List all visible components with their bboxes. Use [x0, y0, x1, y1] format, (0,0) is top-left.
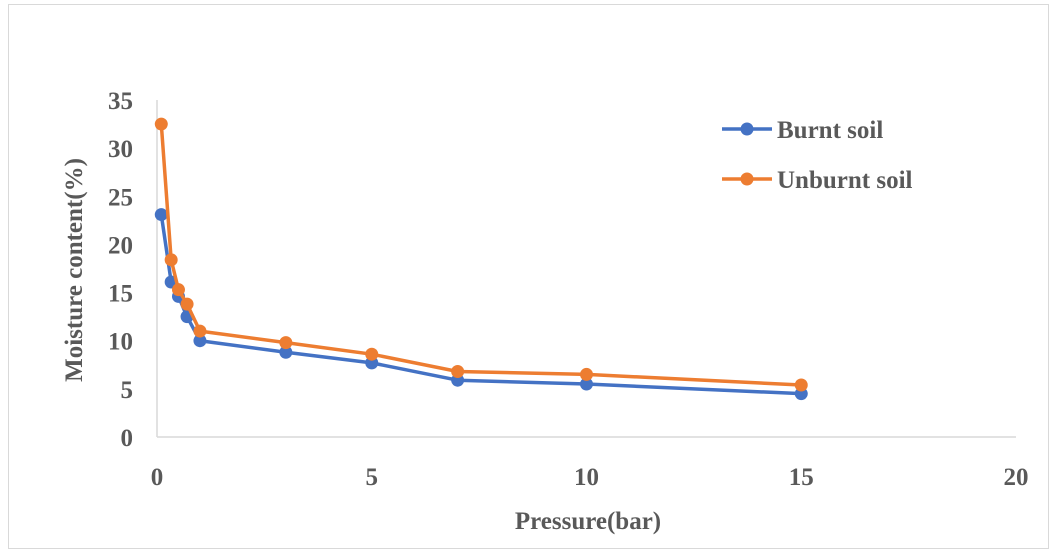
data-point-unburnt-soil — [451, 365, 465, 379]
y-tick-label: 10 — [108, 329, 133, 356]
legend-label-unburnt-soil: Unburnt soil — [777, 167, 913, 194]
y-tick-label: 20 — [108, 232, 133, 259]
data-point-burnt-soil — [154, 208, 168, 222]
x-tick-label: 10 — [574, 464, 599, 491]
x-tick-label: 20 — [1004, 464, 1029, 491]
data-point-burnt-soil — [279, 345, 293, 359]
series-line-burnt-soil — [159, 214, 802, 396]
y-tick-label: 35 — [108, 88, 133, 115]
series-line-unburnt-soil — [159, 123, 802, 387]
y-tick-label: 5 — [121, 377, 134, 404]
x-tick-label: 0 — [151, 464, 164, 491]
data-point-unburnt-soil — [171, 283, 185, 297]
data-point-unburnt-soil — [193, 324, 207, 338]
series-unburnt-soil — [154, 117, 808, 392]
data-point-unburnt-soil — [794, 378, 808, 392]
data-point-unburnt-soil — [365, 347, 379, 361]
y-tick-labels: 0 5 10 15 20 25 30 35 — [108, 88, 133, 452]
x-tick-label: 15 — [789, 464, 814, 491]
data-point-unburnt-soil — [180, 297, 194, 311]
y-tick-label: 30 — [108, 136, 133, 163]
data-point-burnt-soil — [193, 334, 207, 348]
legend-marker-burnt-soil — [740, 122, 754, 136]
legend: Burnt soil Unburnt soil — [722, 117, 913, 194]
x-axis-title: Pressure(bar) — [515, 508, 661, 535]
data-point-unburnt-soil — [164, 253, 178, 267]
x-tick-labels: 0 5 10 15 20 — [151, 464, 1029, 491]
y-axis-title: Moisture content(%) — [61, 158, 88, 382]
axes — [156, 100, 1016, 438]
legend-marker-unburnt-soil — [740, 172, 754, 186]
data-point-unburnt-soil — [154, 117, 168, 131]
legend-label-burnt-soil: Burnt soil — [777, 117, 883, 144]
data-point-unburnt-soil — [580, 367, 593, 381]
chart-frame — [8, 4, 1049, 549]
legend-item-burnt-soil: Burnt soil — [722, 117, 883, 144]
legend-item-unburnt-soil: Unburnt soil — [722, 167, 913, 194]
x-tick-label: 5 — [366, 464, 379, 491]
y-tick-label: 15 — [108, 281, 133, 308]
data-point-burnt-soil — [580, 377, 593, 391]
data-point-unburnt-soil — [279, 336, 293, 350]
y-tick-label: 0 — [121, 425, 134, 452]
series-layer — [154, 117, 808, 401]
y-tick-label: 25 — [108, 184, 133, 211]
